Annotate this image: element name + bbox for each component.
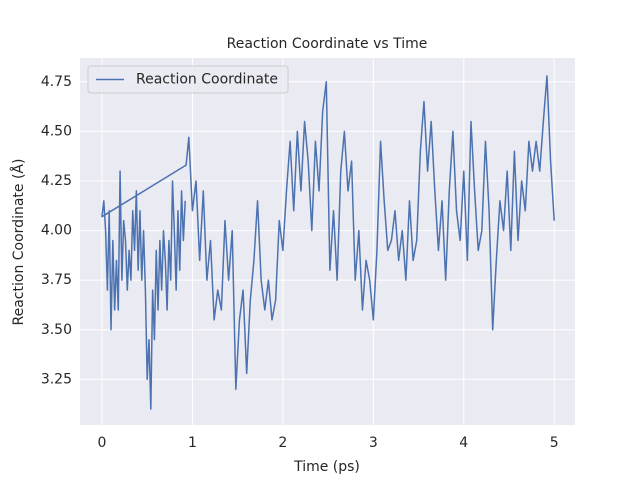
y-axis-label: Reaction Coordinate (Å) (10, 159, 27, 326)
y-tick-label: 3.75 (41, 272, 72, 288)
x-tick-label: 2 (278, 435, 287, 451)
data-line (101, 75, 555, 410)
x-tick-label: 0 (98, 435, 107, 451)
x-tick-label: 1 (188, 435, 197, 451)
x-axis-label: Time (ps) (293, 459, 360, 475)
marks (101, 75, 555, 410)
x-tick-label: 5 (550, 435, 559, 451)
y-tick-label: 4.00 (41, 223, 72, 239)
legend: Reaction Coordinate (87, 65, 289, 94)
y-tick-label: 3.50 (41, 322, 72, 338)
x-tick-label: 4 (459, 435, 468, 451)
legend-label: Reaction Coordinate (136, 72, 278, 88)
y-tick-label: 3.25 (41, 371, 72, 387)
y-tick-label: 4.75 (41, 74, 72, 90)
chart-title: Reaction Coordinate vs Time (227, 36, 428, 52)
y-tick-label: 4.25 (41, 173, 72, 189)
legend-box (87, 65, 289, 94)
x-tick-label: 3 (369, 435, 378, 451)
y-tick-label: 4.50 (41, 123, 72, 139)
